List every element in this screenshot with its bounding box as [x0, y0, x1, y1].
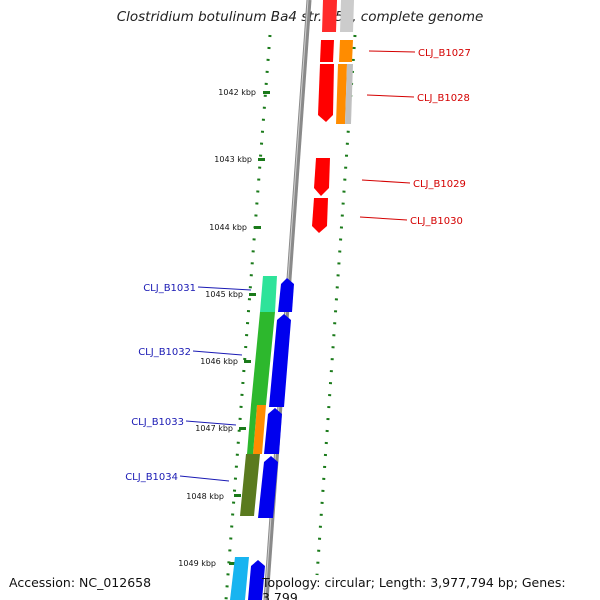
gene-arrow-cyan [230, 557, 249, 600]
right-gene-labels: CLJ_B1027 CLJ_B1028 CLJ_B1029 CLJ_B1030 [410, 48, 471, 227]
gene-clj-b1033-blue [264, 408, 282, 454]
gene-clj-b1027-orange [339, 40, 353, 62]
gene-clj-b1033-green [247, 405, 257, 454]
gene-clj-b1028-red [318, 64, 334, 122]
gene-clj-b1033-orange [253, 405, 266, 454]
kbp-label: 1049 kbp [178, 559, 216, 568]
kbp-tick [244, 360, 251, 363]
gene-arrow-red [322, 0, 337, 32]
kbp-labels: 1042 kbp 1043 kbp 1044 kbp 1045 kbp 1046… [178, 88, 256, 568]
connector-clj-b1028 [366, 94, 415, 98]
gene-clj-b1028-orange [336, 64, 347, 124]
gene-clj-b1031-blue [278, 278, 294, 312]
gene-clj-b1031-mint [260, 276, 277, 312]
connector-clj-b1029 [361, 179, 411, 184]
gene-clj-b1032-blue [269, 314, 291, 407]
gene-clj-b1032-green [251, 312, 275, 405]
left-gene-labels: CLJ_B1031 CLJ_B1032 CLJ_B1033 CLJ_B1034 [125, 283, 196, 483]
right-label-connectors [359, 50, 416, 221]
kbp-label: 1047 kbp [195, 424, 233, 433]
kbp-tick [263, 91, 270, 94]
connector-clj-b1034 [179, 475, 230, 482]
bottom-gene-track [230, 276, 294, 600]
left-label-connectors [179, 286, 252, 482]
gene-clj-b1030-red [312, 198, 328, 233]
genome-title: Clostridium botulinum Ba4 str. 657, comp… [116, 9, 484, 25]
kbp-label: 1043 kbp [214, 155, 252, 164]
gene-label-clj-b1034[interactable]: CLJ_B1034 [125, 472, 178, 483]
kbp-ticks [229, 91, 270, 565]
kbp-label: 1045 kbp [205, 290, 243, 299]
kbp-tick [249, 293, 256, 296]
kbp-label: 1046 kbp [200, 357, 238, 366]
kbp-label: 1042 kbp [218, 88, 256, 97]
gene-label-clj-b1033[interactable]: CLJ_B1033 [131, 417, 184, 428]
gene-clj-b1028-gray [345, 64, 353, 124]
gene-label-clj-b1027[interactable]: CLJ_B1027 [418, 48, 471, 59]
kbp-tick [234, 494, 241, 497]
gene-arrow-blue [248, 560, 265, 600]
gene-clj-b1034-olive [240, 454, 260, 516]
connector-clj-b1030 [359, 216, 408, 221]
gene-arrow-gray [340, 0, 354, 32]
gene-clj-b1034-blue [258, 456, 278, 518]
accession-text: Accession: NC_012658 [9, 575, 152, 590]
kbp-tick [239, 427, 246, 430]
gene-label-clj-b1029[interactable]: CLJ_B1029 [413, 179, 466, 190]
gene-clj-b1029-red [314, 158, 330, 196]
gene-label-clj-b1030[interactable]: CLJ_B1030 [410, 216, 463, 227]
kbp-label: 1044 kbp [209, 223, 247, 232]
kbp-label: 1048 kbp [186, 492, 224, 501]
gene-label-clj-b1031[interactable]: CLJ_B1031 [143, 283, 196, 294]
connector-clj-b1031 [197, 286, 252, 291]
gene-clj-b1027-red [320, 40, 334, 62]
connector-clj-b1033 [185, 420, 237, 426]
top-gene-track [312, 0, 354, 233]
kbp-tick [254, 226, 261, 229]
kbp-tick [258, 158, 265, 161]
genome-summary-text: Topology: circular; Length: 3,977,794 bp… [262, 575, 566, 600]
connector-clj-b1027 [368, 50, 416, 53]
gene-label-clj-b1028[interactable]: CLJ_B1028 [417, 93, 470, 104]
gene-label-clj-b1032[interactable]: CLJ_B1032 [138, 347, 191, 358]
kbp-tick [229, 562, 236, 565]
connector-clj-b1032 [192, 350, 243, 356]
